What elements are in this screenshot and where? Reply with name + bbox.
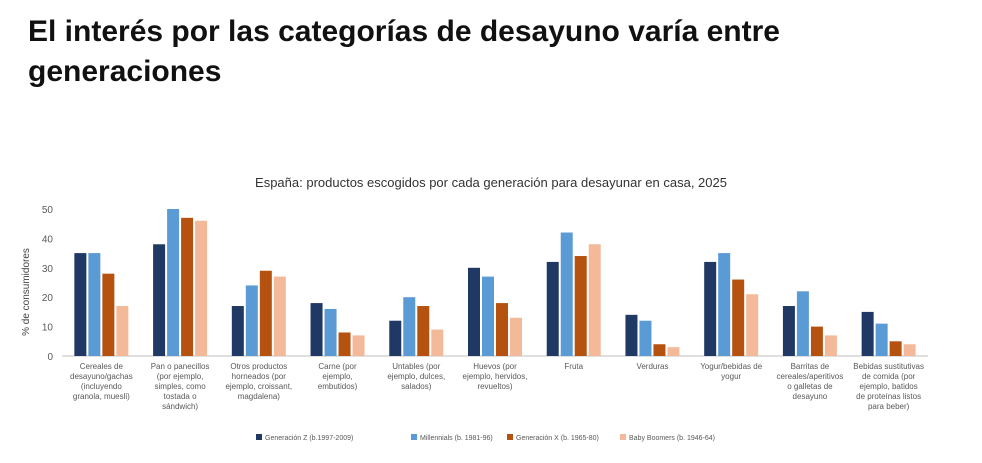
x-category-label: Barritas de cereales/aperitivos o galletas…	[777, 362, 844, 401]
bar	[824, 335, 837, 356]
bar	[653, 344, 666, 356]
bar	[417, 306, 430, 356]
bar	[102, 273, 115, 356]
legend-label: Baby Boomers (b. 1946-64)	[629, 435, 715, 442]
bar	[116, 306, 129, 356]
bar	[324, 308, 337, 356]
bar	[431, 329, 444, 356]
legend: Generación Z (b.1997-2009) Millennials (b…	[256, 434, 715, 442]
page-title: El interés por las categorías de desayun…	[28, 15, 780, 88]
bar	[625, 314, 638, 356]
legend-label: Millennials (b. 1981-96)	[420, 435, 493, 442]
y-axis-label: % de consumidores	[21, 248, 32, 336]
category-labels: Cereales de desayuno/gachas (incluyendo gra…	[70, 362, 924, 411]
bar	[389, 320, 402, 356]
bar	[88, 253, 101, 356]
bar	[875, 323, 888, 356]
x-category-label: Untables (por ejemplo, dulces, salados)	[387, 362, 445, 391]
y-tick-label: 50	[42, 205, 54, 216]
x-category-label: Huevos (por ejemplo, hervidos, revueltos)	[463, 362, 528, 391]
bar	[403, 297, 416, 356]
bar	[496, 303, 508, 356]
bar	[468, 267, 480, 356]
x-category-label: Bebidas sustitutivas de comida (por ejempl…	[853, 362, 924, 411]
y-tick-label: 20	[42, 293, 54, 304]
x-category-label: Otros productos horneados (por ejemplo, cr…	[225, 362, 292, 401]
legend-swatch	[507, 434, 513, 440]
legend-swatch	[256, 434, 262, 440]
bar	[903, 344, 916, 356]
bar	[482, 276, 494, 356]
bar	[574, 256, 587, 356]
bar	[231, 306, 244, 356]
y-tick-label: 10	[42, 323, 54, 334]
y-tick-label: 0	[47, 352, 53, 363]
bar	[718, 253, 731, 356]
bar	[588, 244, 601, 356]
bar	[782, 306, 795, 356]
x-category-label: Fruta	[564, 362, 583, 371]
bar	[338, 332, 351, 356]
bar	[560, 232, 573, 356]
x-category-label: Yogur/bebidas de yogur	[700, 362, 763, 381]
bar	[310, 303, 323, 356]
x-category-label: Cereales de desayuno/gachas (incluyendo gra…	[70, 362, 133, 401]
bar	[273, 276, 286, 356]
bar	[861, 311, 874, 356]
bars-group	[74, 209, 916, 356]
legend-swatch	[411, 434, 417, 440]
legend-label: Generación Z (b.1997-2009)	[265, 435, 353, 442]
bar	[74, 253, 87, 356]
bar	[746, 294, 759, 356]
legend-label: Generación X (b. 1965-80)	[516, 435, 599, 442]
bar	[796, 291, 809, 356]
x-category-label: Pan o panecillos (por ejemplo, simples, co…	[151, 362, 210, 411]
bar	[704, 261, 717, 356]
bar	[510, 317, 522, 356]
bar	[259, 270, 272, 356]
x-category-label: Verduras	[636, 362, 668, 371]
bar	[167, 209, 180, 356]
bar	[546, 261, 559, 356]
x-category-label: Carne (por ejemplo, embutidos)	[318, 362, 358, 391]
bar	[245, 285, 258, 356]
bar	[639, 320, 652, 356]
y-axis-ticks: 0 10 20 30 40 50	[42, 205, 54, 363]
bar	[889, 341, 902, 356]
y-tick-label: 30	[42, 264, 54, 275]
chart-title: España: productos escogidos por cada gen…	[255, 175, 727, 190]
bar	[153, 244, 166, 356]
bar	[181, 217, 194, 356]
legend-swatch	[620, 434, 626, 440]
bar	[195, 220, 208, 356]
bar	[810, 326, 823, 356]
bar	[352, 335, 365, 356]
y-tick-label: 40	[42, 234, 54, 245]
bar	[667, 347, 680, 356]
bar	[732, 279, 745, 356]
